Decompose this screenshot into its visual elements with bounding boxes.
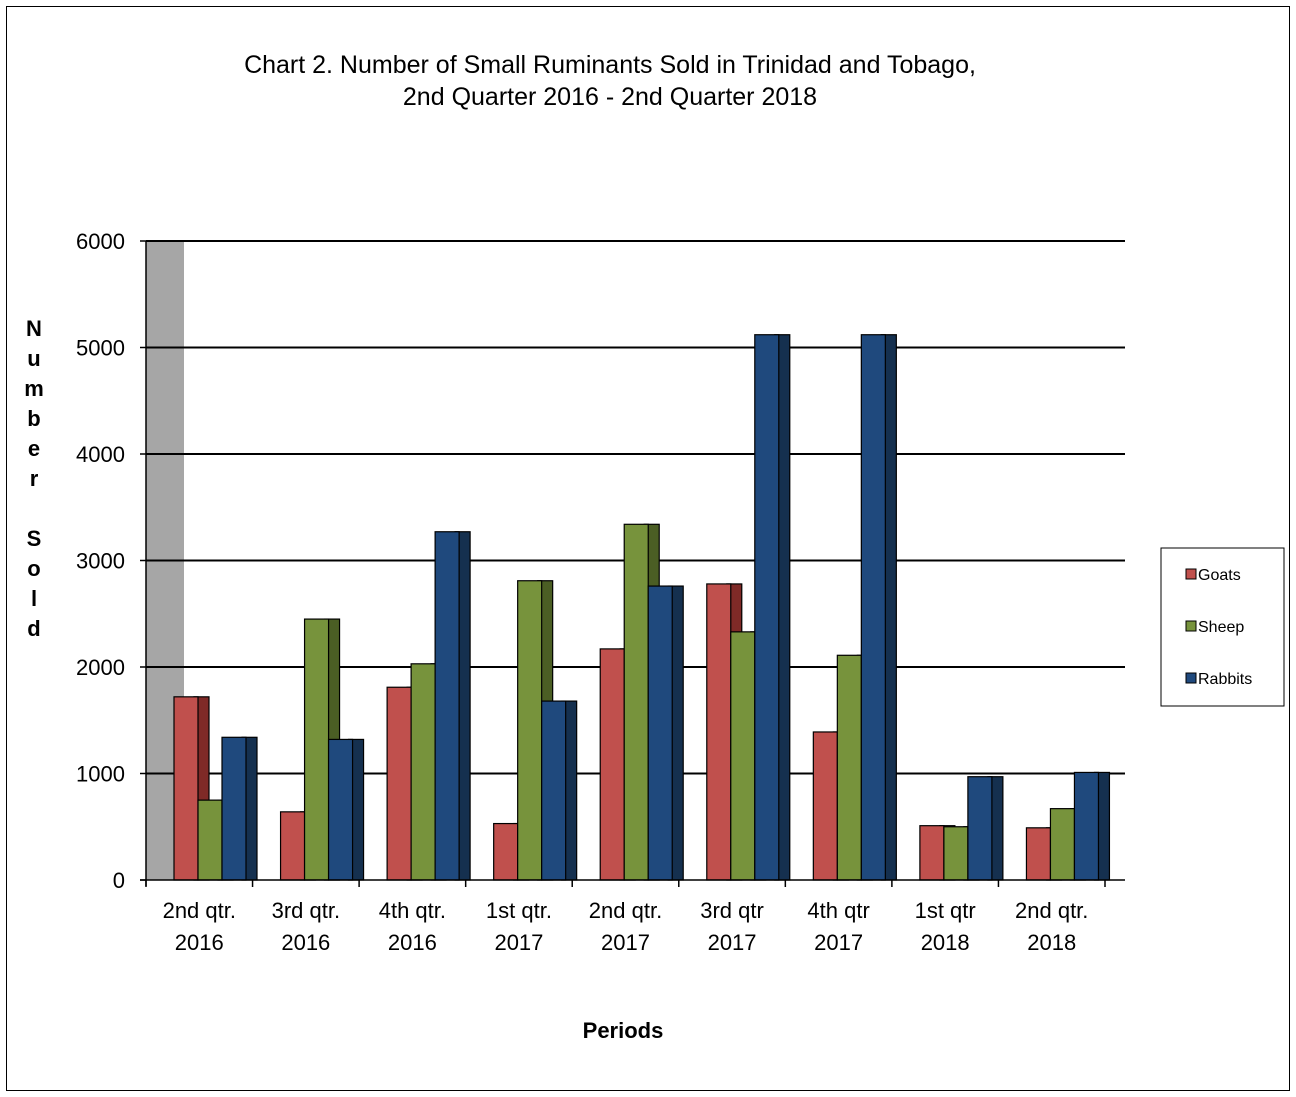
bar-face [812,731,838,881]
bar-face [730,631,756,881]
bar-face [386,686,412,881]
bar-face [919,825,945,881]
bar-face [1025,827,1052,881]
bar-face [599,648,625,881]
bar-face [1073,771,1100,881]
x-category-labels: 2nd qtr. 2016 3rd qtr. 2016 4th qtr. 2016 1st … [163,898,1089,955]
x-category-label: 2nd qtr. 2018 [1015,898,1088,955]
bar-rabbits [434,531,471,881]
x-category-label: 1st qtr. 2017 [486,898,552,955]
legend-swatch [1185,568,1197,580]
legend-box [1160,547,1285,707]
y-tick-label: 3000 [76,549,125,574]
bar-face [943,826,969,881]
bar-face [279,811,306,881]
y-axis-title-letter: r [30,466,39,491]
y-axis-title-letter: o [27,556,40,581]
x-category-label: 4th qtr. 2016 [379,898,446,955]
y-axis-title-letter: b [27,406,40,431]
legend-swatch [1185,620,1197,632]
bar-face [327,738,354,881]
bar-rabbits [860,334,897,881]
bar-face [493,822,519,881]
y-axis-title-letter: N [26,316,42,341]
y-axis-title-letter: m [24,376,44,401]
legend-item-goats: Goats [1185,567,1241,584]
bar-face [197,799,223,881]
chart-title: Chart 2. Number of Small Ruminants Sold … [244,51,976,111]
bar-face [221,736,247,881]
y-tick-label: 6000 [76,229,125,254]
chart-title-line-1: Chart 2. Number of Small Ruminants Sold … [244,51,976,79]
bar-face [836,654,862,881]
bar-face [173,696,199,881]
bar-face [303,618,330,881]
bar-rabbits [754,334,791,881]
y-tick-label: 2000 [76,655,125,680]
y-axis-title: Number Sold [24,316,44,641]
axes [140,240,1125,887]
bar-rabbits [327,738,365,881]
bar-rabbits [541,700,578,881]
legend-swatch [1185,672,1197,684]
y-axis-title-letter: l [31,586,37,611]
bar-face [967,776,993,881]
bar-face [754,334,780,881]
bar-face [623,523,649,881]
y-tick-label: 5000 [76,336,125,361]
y-tick-label: 0 [113,868,125,893]
y-tick-label: 1000 [76,762,125,787]
bar-face [706,583,732,881]
bar-rabbits [1073,771,1111,881]
legend-item-sheep: Sheep [1185,619,1244,636]
x-category-label: 2nd qtr. 2016 [163,898,236,955]
x-category-label: 2nd qtr. 2017 [589,898,662,955]
bar-rabbits [647,585,684,881]
bars [173,334,1111,881]
legend-label: Goats [1198,567,1241,584]
chart-frame [6,6,1290,1091]
legend: Goats Sheep Rabbits [1160,547,1285,707]
bar-face [410,663,436,881]
y-axis-title-letter: S [27,526,42,551]
bar-face [647,585,673,881]
legend-label: Rabbits [1198,671,1252,688]
y-axis-title-letter: e [28,436,40,461]
bar-face [860,334,886,881]
x-category-label: 3rd qtr. 2016 [272,898,340,955]
chart-title-line-2: 2nd Quarter 2016 - 2nd Quarter 2018 [403,83,817,111]
bar-face [541,700,567,881]
y-tick-label: 4000 [76,442,125,467]
y-axis-title-letter: u [27,346,40,371]
bar-face [517,580,543,881]
y-tick-labels: 0 1000 2000 3000 4000 5000 6000 [76,229,125,893]
x-category-label: 3rd qtr 2017 [700,898,764,955]
y-axis-title-letter: d [27,616,40,641]
x-axis-title: Periods [583,1018,664,1043]
legend-label: Sheep [1198,619,1244,636]
bar-rabbits [967,776,1004,881]
bar-face [434,531,460,881]
bar-rabbits [221,736,258,881]
x-category-label: 4th qtr 2017 [807,898,869,955]
x-category-label: 1st qtr 2018 [915,898,976,955]
bar-face [1049,808,1076,881]
legend-item-rabbits: Rabbits [1185,671,1252,688]
